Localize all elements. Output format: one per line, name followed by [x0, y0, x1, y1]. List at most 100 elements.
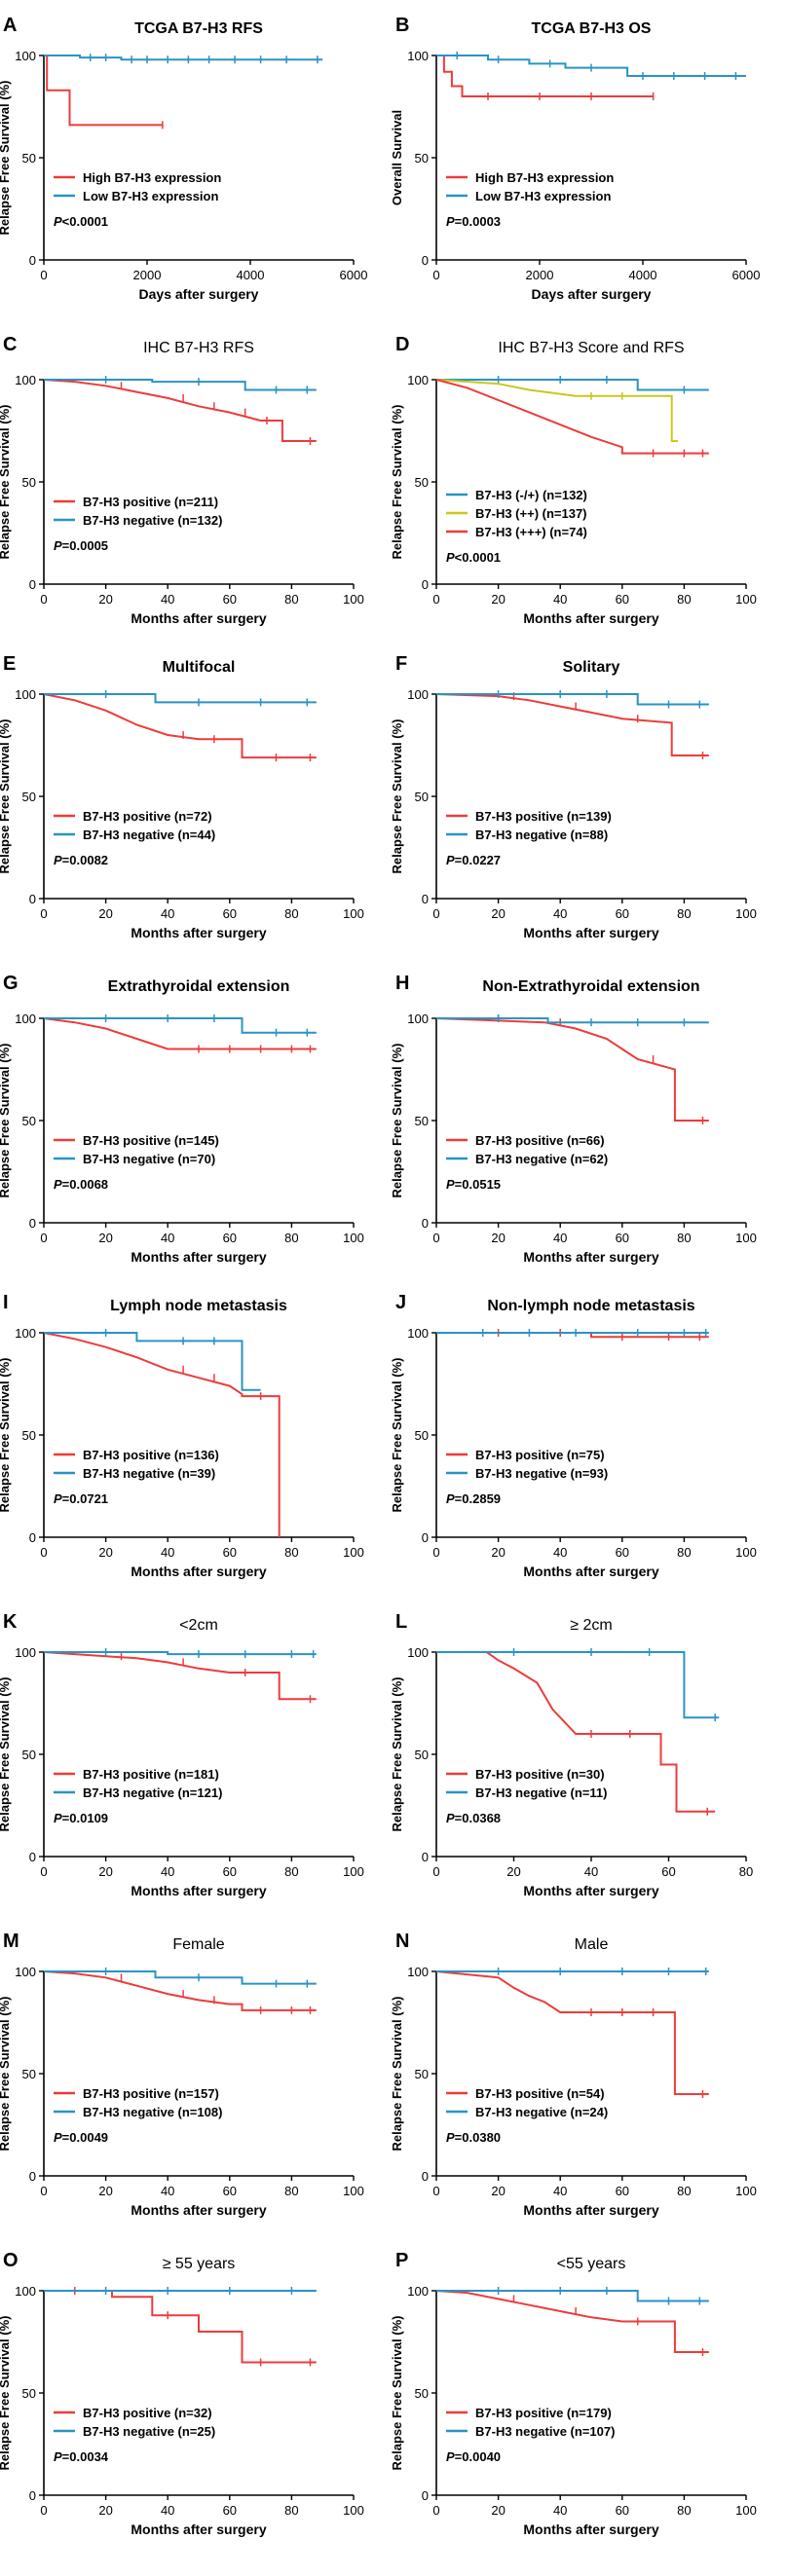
x-tick-label: 40 — [161, 1864, 174, 1879]
x-tick-label: 2000 — [526, 268, 554, 282]
legend-label: B7-H3 negative (n=88) — [475, 828, 608, 842]
panel-m: M Female 0 20 40 60 80 100 0 50 100 Months after su… — [0, 1931, 364, 2218]
legend-label: B7-H3 negative (n=107) — [475, 2424, 615, 2439]
legend-label: B7-H3 positive (n=30) — [475, 1767, 605, 1782]
y-axis-label: Overall Survival — [390, 110, 404, 205]
x-tick-label: 0 — [40, 268, 47, 282]
y-tick-label: 100 — [15, 49, 36, 63]
p-value: P=0.0515 — [446, 1177, 501, 1192]
y-tick-label: 50 — [415, 151, 429, 166]
y-tick-label: 100 — [407, 687, 429, 702]
x-tick-label: 0 — [40, 1864, 47, 1879]
y-axis-label: Relapse Free Survival (%) — [0, 1358, 12, 1513]
y-tick-label: 100 — [15, 373, 36, 387]
x-tick-label: 0 — [40, 2503, 47, 2518]
series-red-curve — [436, 55, 654, 97]
x-tick-label: 40 — [553, 1545, 567, 1560]
x-tick-label: 6000 — [732, 268, 761, 282]
legend-label: B7-H3 negative (n=11) — [475, 1785, 607, 1800]
y-tick-label: 50 — [415, 475, 429, 490]
x-tick-label: 80 — [677, 2503, 691, 2518]
series-blue-curve — [44, 693, 317, 704]
p-value: P=0.0368 — [446, 1811, 501, 1825]
series-red-curve — [43, 1651, 317, 1701]
legend-label: B7-H3 (+++) (n=74) — [475, 525, 587, 539]
x-axis-label: Days after surgery — [532, 286, 652, 302]
y-tick-label: 50 — [22, 2067, 36, 2081]
y-axis-label: Relapse Free Survival (%) — [390, 405, 404, 560]
panel-letter: O — [3, 2250, 19, 2271]
x-tick-label: 20 — [98, 1864, 112, 1879]
legend-label: B7-H3 negative (n=70) — [83, 1152, 215, 1166]
x-tick-label: 80 — [284, 2503, 298, 2518]
x-tick-label: 80 — [677, 2184, 691, 2198]
x-tick-label: 20 — [491, 906, 505, 921]
x-tick-label: 40 — [553, 906, 567, 921]
panel-letter: A — [3, 15, 17, 36]
x-axis-label: Months after surgery — [131, 610, 266, 626]
legend-label: B7-H3 positive (n=179) — [475, 2406, 612, 2420]
panel-n: N Male 0 20 40 60 80 100 0 50 100 Months after surg… — [390, 1931, 757, 2218]
y-axis-label: Relapse Free Survival (%) — [390, 1358, 404, 1513]
panel-title: ≥ 2cm — [570, 1617, 612, 1634]
panel-letter: C — [3, 334, 17, 355]
panel-d: D IHC B7-H3 Score and RFS 0 20 40 60 80 100 0 50 1… — [390, 334, 757, 626]
y-tick-label: 0 — [29, 1850, 36, 1864]
legend-label: B7-H3 negative (n=24) — [475, 2105, 608, 2119]
panel-letter: K — [3, 1611, 18, 1633]
series-blue-curve — [436, 55, 746, 77]
x-tick-label: 20 — [491, 1545, 505, 1560]
y-tick-label: 100 — [407, 373, 429, 387]
x-axis-label: Months after surgery — [523, 2521, 658, 2537]
x-tick-label: 40 — [553, 2503, 567, 2518]
x-tick-label: 100 — [735, 2503, 757, 2518]
y-tick-label: 0 — [29, 253, 36, 268]
x-tick-label: 40 — [161, 592, 174, 607]
panel-f: F Solitary 0 20 40 60 80 100 0 50 100 Months after … — [390, 653, 757, 940]
x-tick-label: 6000 — [340, 268, 368, 282]
x-axis-label: Months after surgery — [523, 1249, 658, 1265]
panel-b: B TCGA B7-H3 OS 0 2000 4000 6000 0 50 100 Days af… — [390, 15, 760, 302]
y-axis-label: Relapse Free Survival (%) — [390, 1044, 404, 1198]
x-tick-label: 80 — [284, 1864, 298, 1879]
y-axis-label: Relapse Free Survival (%) — [0, 1677, 12, 1832]
y-tick-label: 0 — [29, 577, 36, 592]
y-tick-label: 0 — [422, 577, 429, 592]
series-red-curve — [44, 2290, 317, 2364]
x-tick-label: 60 — [223, 2503, 237, 2518]
y-tick-label: 0 — [422, 253, 429, 268]
series-red-curve — [43, 1332, 281, 1537]
legend-label: B7-H3 positive (n=136) — [83, 1448, 219, 1462]
series-blue-curve — [436, 1017, 709, 1024]
y-tick-label: 100 — [15, 1012, 36, 1026]
panel-g: G Extrathyroidal extension 0 20 40 60 80 100 0 50… — [0, 973, 364, 1265]
y-tick-label: 0 — [422, 1850, 429, 1864]
y-tick-label: 0 — [29, 892, 36, 906]
x-tick-label: 0 — [40, 592, 47, 607]
x-tick-label: 20 — [98, 592, 112, 607]
x-tick-label: 40 — [553, 2184, 567, 2198]
x-tick-label: 40 — [161, 1231, 174, 1245]
y-tick-label: 100 — [407, 1645, 429, 1660]
p-value: P=0.0109 — [54, 1811, 108, 1825]
p-value: P=0.2859 — [446, 1491, 501, 1506]
legend-label: B7-H3 positive (n=145) — [83, 1133, 219, 1148]
panel-title: Male — [575, 1936, 609, 1953]
x-tick-label: 60 — [223, 1231, 237, 1245]
x-tick-label: 60 — [616, 592, 629, 607]
p-value: P=0.0005 — [54, 538, 108, 553]
x-tick-label: 0 — [432, 1864, 439, 1879]
x-tick-label: 60 — [223, 592, 237, 607]
legend-label: B7-H3 positive (n=181) — [83, 1767, 219, 1782]
panel-h: H Non-Extrathyroidal extension 0 20 40 60 80 10… — [390, 973, 757, 1265]
y-tick-label: 100 — [407, 49, 429, 63]
x-tick-label: 20 — [491, 592, 505, 607]
legend-label: B7-H3 positive (n=75) — [475, 1448, 605, 1462]
x-tick-label: 60 — [223, 2184, 237, 2198]
y-axis-label: Relapse Free Survival (%) — [0, 1997, 12, 2152]
y-tick-label: 50 — [22, 151, 36, 166]
x-tick-label: 60 — [223, 1545, 237, 1560]
y-tick-label: 100 — [407, 1965, 429, 1979]
x-tick-label: 100 — [343, 1864, 364, 1879]
panel-o: O ≥ 55 years 0 20 40 60 80 100 0 50 100 Months afte… — [0, 2250, 364, 2537]
